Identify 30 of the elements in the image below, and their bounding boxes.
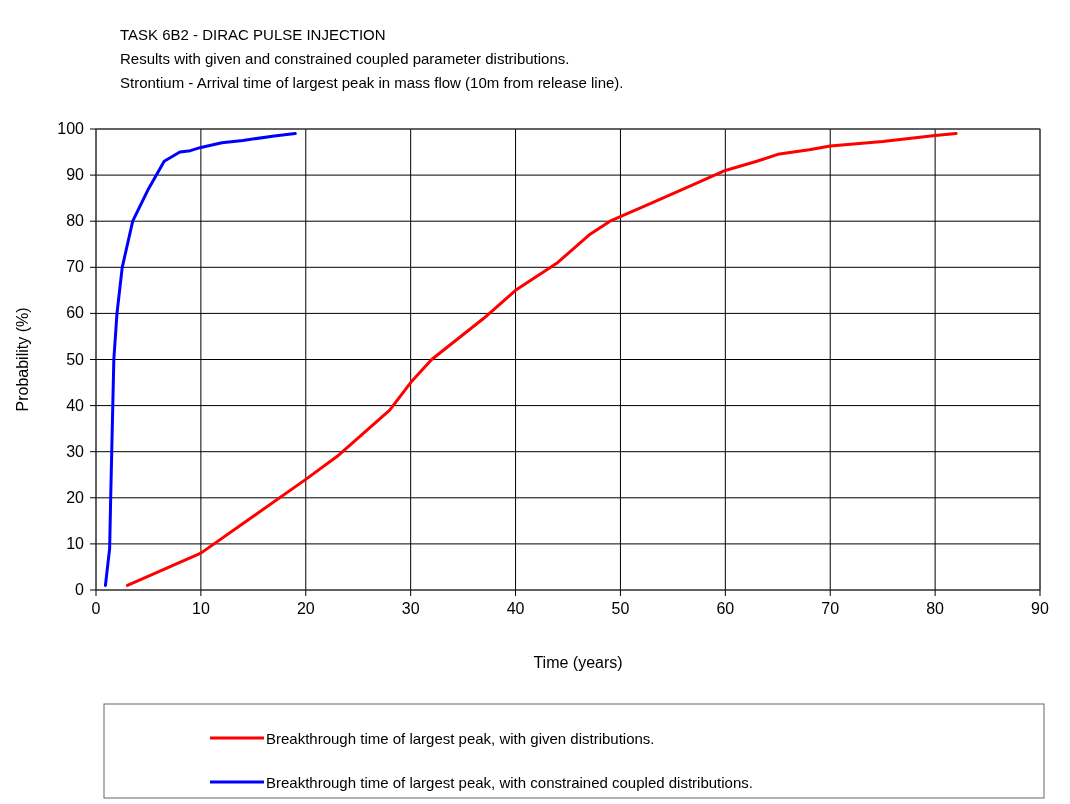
y-tick-label: 0 bbox=[75, 581, 85, 598]
x-tick-label: 40 bbox=[506, 600, 525, 617]
y-tick-label: 90 bbox=[66, 166, 85, 184]
y-tick-label: 60 bbox=[66, 304, 85, 322]
line-series bbox=[103, 132, 297, 587]
legend-label: Breakthrough time of largest peak, with given distributions. bbox=[266, 730, 655, 747]
line-series bbox=[125, 132, 958, 587]
chart-subtitle: Results with given and constrained coupled parameter distributions. bbox=[120, 50, 570, 67]
x-tick-label: 20 bbox=[296, 600, 315, 617]
y-tick-label: 50 bbox=[66, 350, 85, 368]
x-tick-label: 30 bbox=[401, 600, 420, 617]
x-tick-label: 10 bbox=[191, 600, 210, 617]
x-tick-label: 50 bbox=[611, 600, 630, 617]
x-tick-label: 70 bbox=[821, 600, 840, 617]
x-tick-label: 80 bbox=[926, 600, 945, 617]
y-tick-label: 100 bbox=[57, 120, 85, 137]
chart-title: TASK 6B2 - DIRAC PULSE INJECTION bbox=[120, 26, 386, 43]
y-tick-label: 40 bbox=[66, 396, 85, 414]
y-tick-label: 70 bbox=[66, 258, 85, 276]
x-tick-label: 0 bbox=[91, 600, 101, 617]
y-tick-label: 80 bbox=[66, 212, 85, 230]
y-axis-title: Probability (%) bbox=[14, 307, 31, 412]
x-axis-title: Time (years) bbox=[533, 654, 623, 671]
y-tick-label: 10 bbox=[66, 534, 85, 552]
x-tick-label: 90 bbox=[1031, 600, 1049, 617]
text: Strontium - Arrival time of largest peak in mass flow (10m from release line). bbox=[120, 74, 624, 91]
x-tick-label: 60 bbox=[716, 600, 735, 617]
legend-label: Breakthrough time of largest peak, with constrained coupled distributions. bbox=[266, 774, 753, 791]
y-tick-label: 30 bbox=[66, 442, 85, 460]
y-tick-label: 20 bbox=[66, 488, 85, 506]
